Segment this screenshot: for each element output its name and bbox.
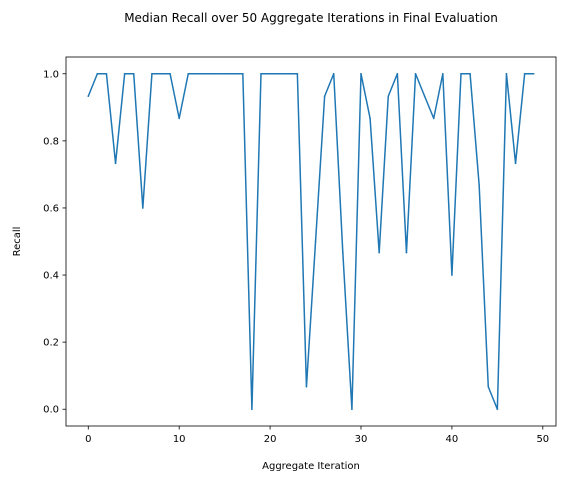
data-point bbox=[223, 72, 226, 75]
data-point bbox=[496, 408, 499, 411]
data-point bbox=[305, 385, 308, 388]
data-point bbox=[287, 72, 290, 75]
data-point bbox=[151, 72, 153, 75]
chart-title: Median Recall over 50 Aggregate Iteratio… bbox=[124, 11, 498, 25]
x-tick-label: 40 bbox=[446, 434, 459, 445]
data-point bbox=[532, 72, 535, 75]
y-tick-label: 0.0 bbox=[43, 405, 59, 416]
data-point bbox=[269, 72, 271, 75]
data-point bbox=[314, 240, 317, 243]
data-point bbox=[105, 72, 108, 75]
series-line-0 bbox=[87, 73, 534, 410]
data-point bbox=[160, 72, 162, 75]
data-point bbox=[405, 251, 408, 254]
y-axis-label: Recall bbox=[12, 227, 23, 257]
data-point bbox=[114, 162, 117, 165]
data-point bbox=[205, 72, 208, 75]
x-tick-label: 20 bbox=[264, 434, 277, 445]
y-tick-label: 0.4 bbox=[43, 271, 59, 282]
data-point bbox=[451, 274, 453, 276]
data-point bbox=[232, 72, 235, 75]
y-tick-label: 1.0 bbox=[43, 69, 59, 80]
data-point bbox=[296, 72, 299, 75]
y-tick-label: 0.2 bbox=[43, 338, 59, 349]
data-point bbox=[123, 72, 126, 75]
data-point bbox=[478, 184, 480, 187]
x-tick-label: 10 bbox=[173, 434, 186, 445]
plot-area-frame bbox=[65, 56, 557, 427]
data-point bbox=[487, 385, 490, 388]
data-point bbox=[423, 95, 426, 98]
data-point bbox=[523, 72, 526, 75]
data-point bbox=[260, 72, 262, 75]
x-tick-label: 0 bbox=[85, 434, 91, 445]
x-tick-label: 30 bbox=[355, 434, 368, 445]
data-point bbox=[132, 72, 135, 75]
data-point bbox=[196, 72, 199, 75]
data-point bbox=[514, 162, 517, 165]
data-point bbox=[396, 72, 399, 75]
data-point bbox=[96, 72, 99, 75]
data-point bbox=[505, 72, 508, 75]
data-point bbox=[342, 251, 344, 254]
data-point bbox=[87, 95, 90, 98]
x-tick-label: 50 bbox=[536, 434, 549, 445]
data-point bbox=[242, 72, 244, 75]
data-point bbox=[178, 117, 180, 120]
data-point bbox=[351, 408, 353, 411]
x-axis-label: Aggregate Iteration bbox=[262, 461, 360, 472]
data-point bbox=[442, 72, 444, 75]
data-point bbox=[251, 408, 253, 411]
series-layer bbox=[87, 72, 535, 411]
data-point bbox=[142, 207, 144, 209]
y-tick-label: 0.8 bbox=[43, 136, 59, 147]
data-point bbox=[414, 72, 417, 75]
y-axis-ticks: 0.0 0.2 0.4 0.6 0.8 1.0 bbox=[43, 69, 66, 416]
data-point bbox=[187, 72, 190, 75]
y-tick-label: 0.6 bbox=[43, 203, 59, 214]
data-point bbox=[332, 72, 335, 75]
x-axis-ticks: 0 10 20 30 40 50 bbox=[85, 426, 549, 445]
data-point bbox=[323, 95, 326, 98]
data-point bbox=[214, 72, 217, 75]
data-point bbox=[387, 95, 390, 98]
data-point bbox=[378, 251, 380, 254]
data-point bbox=[278, 72, 280, 75]
data-point bbox=[169, 72, 171, 75]
data-point bbox=[369, 117, 371, 120]
data-point bbox=[469, 72, 471, 75]
data-point bbox=[432, 117, 435, 120]
data-point bbox=[360, 72, 362, 75]
data-point bbox=[460, 72, 462, 75]
